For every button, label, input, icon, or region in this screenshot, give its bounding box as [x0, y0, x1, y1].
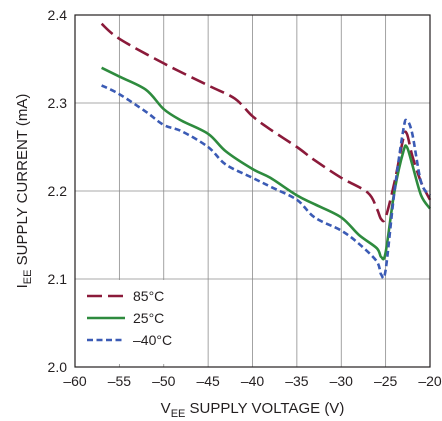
series-line-1 [101, 66, 432, 261]
y-axis-label-rest: SUPPLY CURRENT (mA) [14, 94, 31, 270]
legend-background [77, 280, 197, 364]
x-tick-label: –35 [285, 373, 309, 389]
y-axis-label-main: I [14, 284, 31, 288]
y-tick-label: 2.2 [48, 183, 68, 199]
x-tick-label: –40 [241, 373, 265, 389]
series-layer [100, 22, 432, 280]
y-tick-label: 2.0 [48, 359, 68, 375]
y-tick-label: 2.4 [48, 7, 68, 23]
x-tick-label: –20 [418, 373, 442, 389]
x-tick-label: –30 [330, 373, 354, 389]
grid [75, 15, 430, 367]
y-tick-label: 2.1 [48, 271, 68, 287]
x-tick-label: –50 [152, 373, 176, 389]
legend-label-0: 85°C [133, 288, 164, 304]
plot-frame [74, 14, 431, 368]
y-axis-label-sub: EE [22, 270, 34, 285]
x-axis-label-sub: EE [171, 408, 186, 420]
x-tick-label: –25 [374, 373, 398, 389]
y-tick-label: 2.3 [48, 95, 68, 111]
tick-labels: –60 –55 –50 –45 –40 –35 –30 –25 –20 2.0 2.1 2.2 2.3 2… [48, 7, 442, 389]
y-axis-label: IEE SUPPLY CURRENT (mA) [14, 94, 34, 289]
x-tick-label: –45 [196, 373, 220, 389]
legend: 85°C 25°C –40°C [77, 280, 197, 364]
legend-label-2: –40°C [133, 332, 172, 348]
x-axis-label-rest: SUPPLY VOLTAGE (V) [185, 400, 344, 417]
x-tick-label: –55 [108, 373, 132, 389]
series-line-0 [100, 22, 432, 223]
x-axis-label-main: V [161, 400, 171, 417]
legend-label-1: 25°C [133, 310, 164, 326]
x-tick-label: –60 [63, 373, 87, 389]
x-axis-label: VEE SUPPLY VOLTAGE (V) [161, 400, 345, 420]
series-line-2 [101, 84, 432, 280]
